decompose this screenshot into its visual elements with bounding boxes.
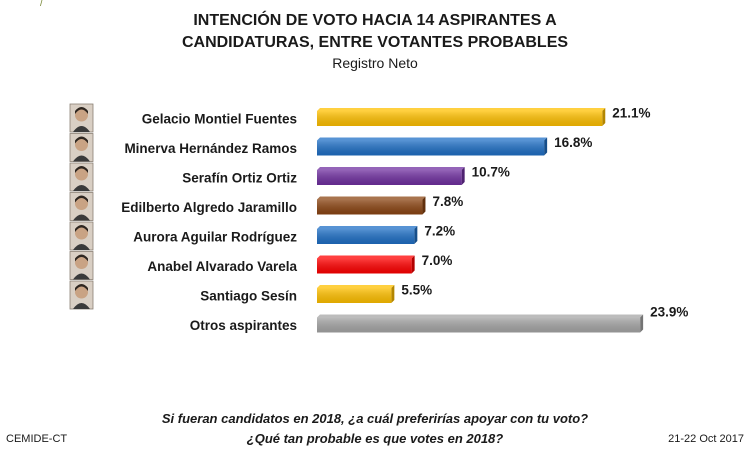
bar-top-face <box>317 196 426 200</box>
category-label: Serafín Ortiz Ortiz <box>182 171 297 186</box>
bar-top-face <box>317 314 644 318</box>
chart-subtitle: Registro Neto <box>332 55 418 71</box>
photo-hair <box>75 136 88 144</box>
bar-chart: Gelacio Montiel Fuentes 21.1% Minerva Hern… <box>69 103 689 334</box>
bar-row: Edilberto Algredo Jaramillo 7.8% <box>69 192 463 221</box>
bar-top-face <box>317 285 395 288</box>
photo-face <box>75 197 88 210</box>
bar-side-face <box>414 226 418 244</box>
photo-face <box>75 138 88 151</box>
corner-mark: / <box>40 0 43 9</box>
bar-shading <box>317 140 545 156</box>
value-label: 10.7% <box>472 165 510 180</box>
photo-shoulders <box>73 126 90 132</box>
bar-side-face <box>411 255 415 274</box>
bar-row: Serafín Ortiz Ortiz 10.7% <box>69 162 510 192</box>
photo-shoulders <box>73 303 90 309</box>
bar-row: Santiago Sesín 5.5% <box>69 280 432 310</box>
bar-side-face <box>422 196 426 215</box>
photo-shoulders <box>73 244 90 250</box>
category-label: Edilberto Algredo Jaramillo <box>121 200 297 215</box>
bar-side-face <box>602 108 606 126</box>
value-label: 5.5% <box>401 283 432 298</box>
photo-hair <box>75 107 88 114</box>
bar-top-face <box>317 137 548 141</box>
photo-shoulders <box>73 273 90 280</box>
bar-row: Gelacio Montiel Fuentes 21.1% <box>69 103 651 133</box>
value-label: 21.1% <box>612 106 650 121</box>
category-label: Minerva Hernández Ramos <box>124 141 297 156</box>
photo-face <box>75 256 88 269</box>
bar-shading <box>317 317 641 333</box>
bars-group: Gelacio Montiel Fuentes 21.1% Minerva Hern… <box>69 103 689 334</box>
bar-row: Anabel Alvarado Varela 7.0% <box>69 251 453 280</box>
category-label: Santiago Sesín <box>200 289 297 304</box>
bar-row: Otros aspirantes 23.9% <box>190 305 689 334</box>
bar-top-face <box>317 226 418 229</box>
survey-question-1: Si fueran candidatos en 2018, ¿a cuál pr… <box>161 411 589 426</box>
chart-title: INTENCIÓN DE VOTO HACIA 14 ASPIRANTES A … <box>0 10 750 54</box>
survey-question-2: ¿Qué tan probable es que votes en 2018? <box>246 431 504 446</box>
photo-hair <box>75 195 88 203</box>
category-label: Gelacio Montiel Fuentes <box>142 112 297 127</box>
bar-row: Minerva Hernández Ramos 16.8% <box>69 133 592 162</box>
value-label: 23.9% <box>650 305 688 320</box>
bar-shading <box>317 288 392 303</box>
photo-shoulders <box>73 155 90 162</box>
photo-face <box>75 285 88 299</box>
value-label: 7.8% <box>432 194 463 209</box>
photo-face <box>75 226 88 240</box>
bar-shading <box>317 170 462 185</box>
bar-top-face <box>317 108 606 111</box>
photo-hair <box>75 225 88 232</box>
photo-face <box>75 108 88 122</box>
chart-title-line-1: INTENCIÓN DE VOTO HACIA 14 ASPIRANTES A <box>193 12 557 29</box>
category-label: Anabel Alvarado Varela <box>147 259 297 274</box>
photo-shoulders <box>73 214 90 221</box>
bar-shading <box>317 199 423 215</box>
photo-hair <box>75 254 88 262</box>
photo-hair <box>75 166 88 173</box>
value-label: 16.8% <box>554 135 592 150</box>
bar-top-face <box>317 255 415 259</box>
bar-row: Aurora Aguilar Rodríguez 7.2% <box>69 221 455 251</box>
bar-shading <box>317 111 603 126</box>
value-label: 7.0% <box>422 253 453 268</box>
photo-face <box>75 167 88 181</box>
bar-side-face <box>544 137 548 156</box>
bar-top-face <box>317 167 465 170</box>
bar-shading <box>317 258 412 274</box>
photo-shoulders <box>73 185 90 191</box>
category-label: Aurora Aguilar Rodríguez <box>133 230 297 245</box>
photo-hair <box>75 284 88 291</box>
bar-side-face <box>391 285 395 303</box>
category-label: Otros aspirantes <box>190 318 297 333</box>
value-label: 7.2% <box>424 224 455 239</box>
bar-side-face <box>640 314 644 333</box>
source-label: CEMIDE-CT <box>6 433 68 445</box>
date-label: 21-22 Oct 2017 <box>668 433 744 445</box>
bar-side-face <box>461 167 465 185</box>
chart-title-line-2: CANDIDATURAS, ENTRE VOTANTES PROBABLES <box>181 34 569 51</box>
bar-shading <box>317 229 415 244</box>
